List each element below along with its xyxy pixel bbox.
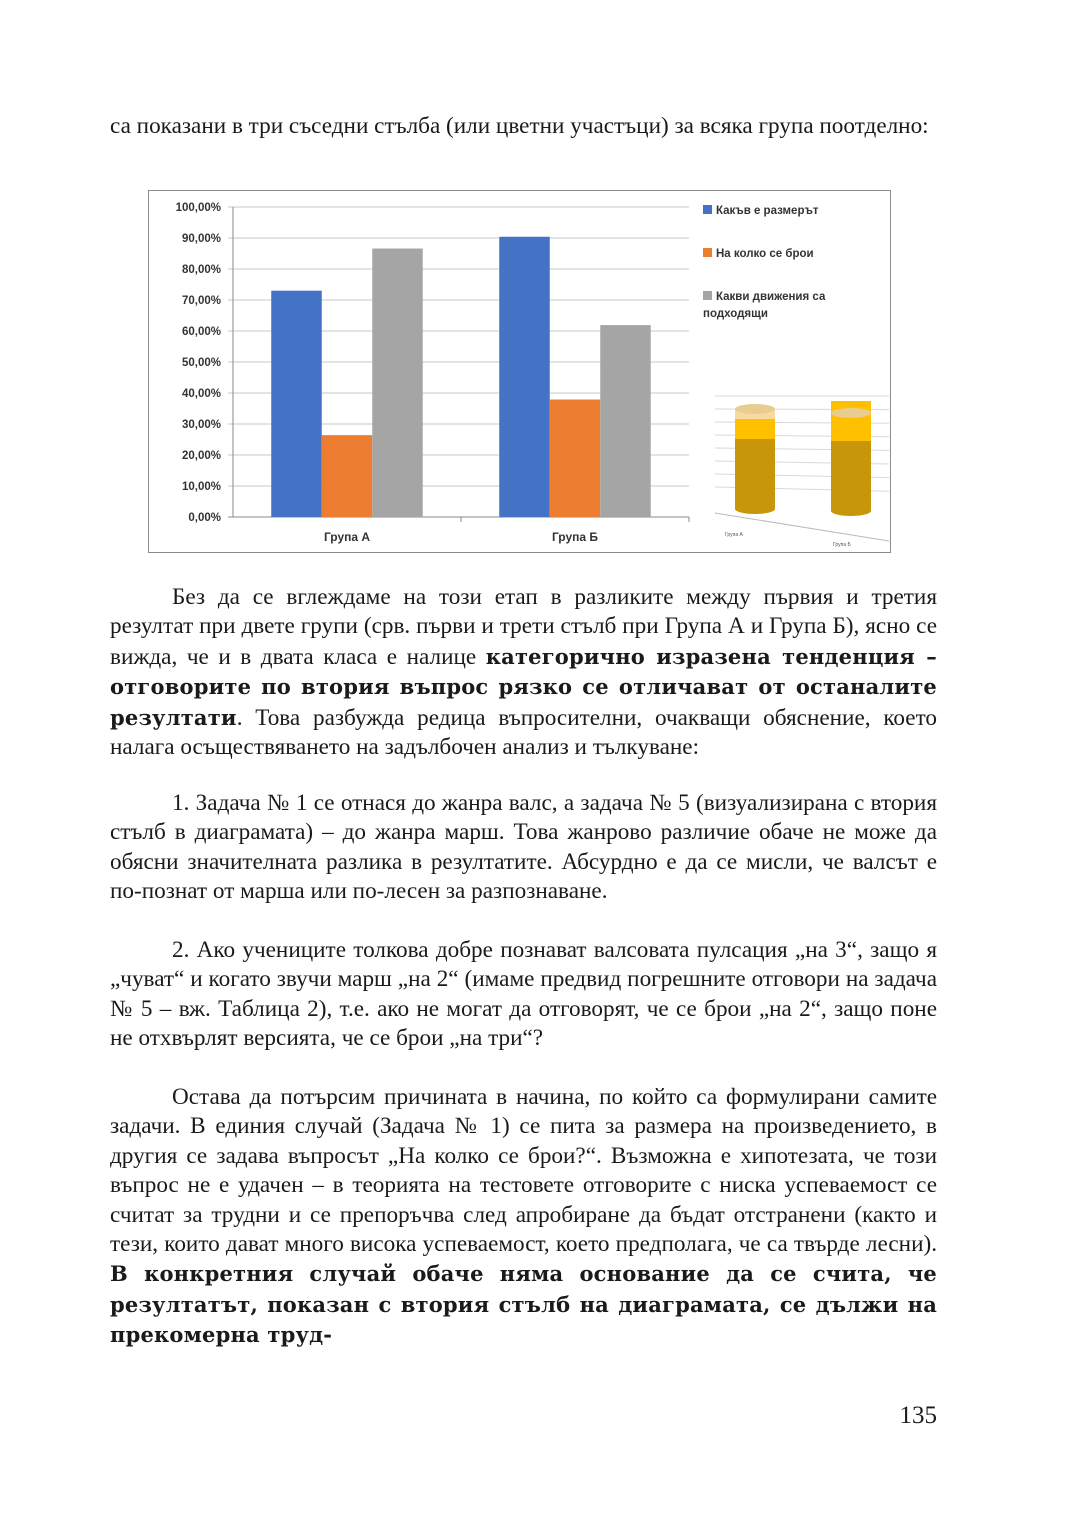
inset-cylinder-base — [735, 439, 775, 509]
x-tick-label: Група А — [324, 530, 370, 544]
list-item-1: 1. Задача № 1 се отнася до жанра валс, а… — [110, 790, 937, 905]
bar-2-1 — [321, 435, 373, 517]
y-tick-label: 100,00% — [176, 202, 221, 214]
legend-swatch — [703, 248, 712, 257]
legend-label: Какви движения са подходящи — [703, 291, 826, 320]
legend-label: Какъв е размерът — [716, 205, 819, 217]
text-run: . Това разбужда редица въпросителни, оча… — [110, 704, 937, 761]
legend-item-2: На колко се брои — [703, 246, 873, 263]
list-item-2: 2. Ако учениците толкова добре познават … — [110, 937, 937, 1052]
body-paragraph-2: Остава да потърсим причината в начина, п… — [110, 1083, 937, 1351]
chart-canvas: 0,00% 10,00% 20,00% 30,00% 40,00% 50,00% 60,00… — [176, 202, 890, 548]
page-number: 135 — [899, 1402, 938, 1429]
inset-x-label: Група Б — [833, 542, 852, 548]
bar-chart: 0,00% 10,00% 20,00% 30,00% 40,00% 50,00% 60,00… — [148, 190, 891, 553]
text-run: Остава да потърсим причината в начина, п… — [110, 1084, 937, 1258]
bold-text-run: категорично изразена тенденция – отговор… — [110, 643, 937, 730]
bar-3-2 — [600, 325, 651, 517]
bar-3-1 — [372, 248, 423, 517]
inset-cylinder-mid — [831, 401, 871, 441]
inset-cylinder-bottom — [735, 504, 775, 514]
y-tick-label: 20,00% — [182, 450, 221, 462]
inset-cylinder-mid — [735, 419, 775, 439]
inset-cylinder-cap — [735, 404, 775, 414]
bar-2-2 — [549, 399, 601, 517]
bar-1-2 — [499, 236, 550, 517]
body-paragraph-1: Без да се вглеждаме на този етап в разли… — [110, 583, 937, 762]
text-run: Без да се вглеждаме на този етап в разли… — [110, 584, 937, 670]
inset-floor — [714, 512, 890, 542]
y-tick-label: 80,00% — [182, 264, 221, 276]
y-tick-label: 40,00% — [182, 388, 221, 400]
y-tick-label: 60,00% — [182, 326, 221, 338]
legend-label: На колко се брои — [716, 248, 814, 260]
inset-cylinder-base — [831, 441, 871, 511]
legend-item-3: Какви движения са подходящи — [703, 289, 873, 323]
legend-swatch — [703, 291, 712, 300]
intro-paragraph: са показани в три съседни стълба (или цв… — [110, 113, 929, 139]
y-tick-label: 70,00% — [182, 295, 221, 307]
inset-cylinder-bottom — [831, 506, 871, 516]
y-tick-label: 10,00% — [182, 481, 221, 493]
y-tick-label: 90,00% — [182, 233, 221, 245]
y-tick-label: 0,00% — [188, 512, 221, 524]
bold-text-run: В конкретния случай обаче няма основание… — [110, 1261, 937, 1348]
y-tick-label: 50,00% — [182, 357, 221, 369]
inset-cylinder-cap — [831, 408, 871, 418]
bar-1-1 — [271, 290, 322, 517]
y-tick-label: 30,00% — [182, 419, 221, 431]
x-tick-label: Група Б — [552, 530, 598, 544]
legend-item-1: Какъв е размерът — [703, 203, 873, 220]
legend-swatch — [703, 205, 712, 214]
inset-x-label: Група А — [725, 532, 744, 538]
